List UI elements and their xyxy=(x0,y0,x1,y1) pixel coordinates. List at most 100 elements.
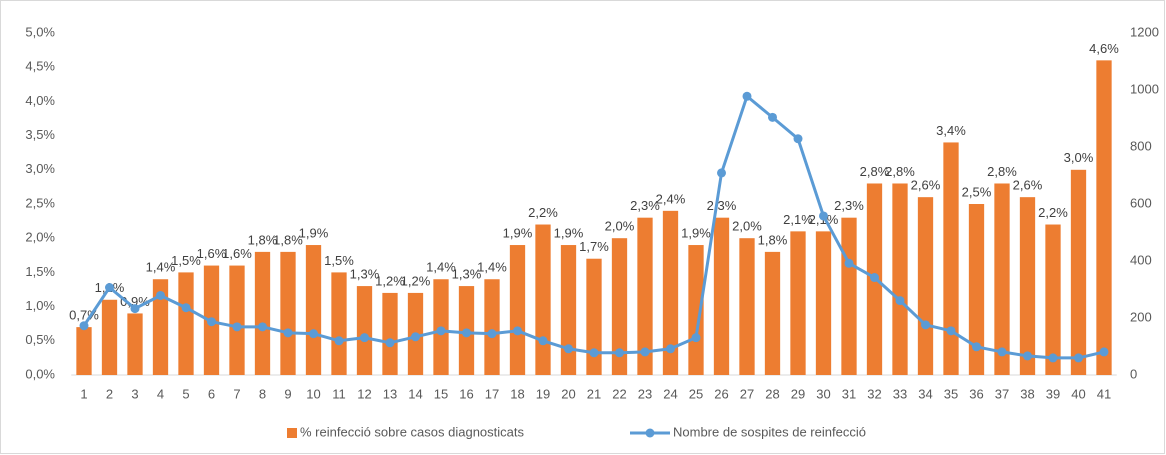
value-label: 2,1% xyxy=(783,212,813,227)
y2-tick-label: 0 xyxy=(1130,366,1137,381)
line-point xyxy=(615,348,624,358)
x-tick-label: 4 xyxy=(157,386,164,401)
value-label: 2,8% xyxy=(885,164,915,179)
x-tick-label: 16 xyxy=(459,386,473,401)
value-label: 2,6% xyxy=(911,178,941,193)
line-point xyxy=(232,322,242,332)
line-point xyxy=(130,304,140,314)
line-point xyxy=(462,328,471,338)
line-point xyxy=(334,336,344,346)
bar xyxy=(331,272,347,375)
x-tick-label: 37 xyxy=(995,386,1009,401)
bar xyxy=(764,251,781,375)
x-tick-label: 9 xyxy=(284,386,291,401)
line-point xyxy=(895,296,905,306)
x-tick-label: 28 xyxy=(765,386,779,401)
bar xyxy=(76,327,92,375)
y2-tick-label: 1200 xyxy=(1130,24,1159,39)
line-point xyxy=(640,347,650,357)
y-tick-label: 2,0% xyxy=(25,230,55,245)
line-point xyxy=(385,338,395,348)
x-tick-label: 3 xyxy=(131,386,138,401)
y-tick-label: 0,5% xyxy=(25,332,55,347)
x-tick-label: 23 xyxy=(638,386,652,401)
bar xyxy=(662,210,679,375)
bar xyxy=(178,272,194,375)
x-tick-label: 11 xyxy=(332,386,346,401)
value-label: 1,5% xyxy=(324,253,354,268)
y-tick-label: 3,5% xyxy=(25,127,55,142)
line-point xyxy=(1074,353,1083,363)
line-point xyxy=(79,321,89,331)
y-tick-label: 4,5% xyxy=(25,59,55,74)
y-tick-label: 2,5% xyxy=(25,195,55,210)
bar xyxy=(484,279,500,375)
value-label: 1,6% xyxy=(197,246,227,261)
line-point xyxy=(717,168,726,178)
line-point xyxy=(819,211,828,221)
line-point xyxy=(258,322,267,332)
value-label: 1,7% xyxy=(579,239,609,254)
value-label: 1,8% xyxy=(273,232,303,247)
bar xyxy=(917,197,934,375)
y2-tick-label: 400 xyxy=(1130,252,1152,267)
line-point xyxy=(870,273,879,283)
bar xyxy=(586,258,602,375)
line-point xyxy=(283,328,293,338)
legend-swatch xyxy=(645,428,655,438)
bar xyxy=(509,245,526,375)
line-point xyxy=(181,303,191,313)
y-tick-label: 5,0% xyxy=(25,24,55,39)
x-tick-label: 7 xyxy=(233,386,240,401)
value-label: 1,9% xyxy=(554,225,584,240)
value-label: 2,2% xyxy=(1038,205,1068,220)
bar xyxy=(535,224,551,375)
line-point xyxy=(1048,353,1058,363)
bar xyxy=(101,299,118,375)
bar xyxy=(943,142,959,375)
x-tick-label: 14 xyxy=(408,386,422,401)
bar xyxy=(713,217,730,375)
line-point xyxy=(360,333,369,343)
line-point xyxy=(768,112,777,122)
bar xyxy=(739,238,755,375)
bar xyxy=(1019,197,1036,375)
line-point xyxy=(487,329,497,339)
bar xyxy=(356,286,373,375)
value-label: 0,7% xyxy=(69,308,99,323)
bar xyxy=(994,183,1010,375)
bar xyxy=(1070,169,1087,375)
line-point xyxy=(946,326,956,336)
value-label: 2,6% xyxy=(1013,178,1043,193)
value-label: 2,4% xyxy=(656,191,686,206)
line-point xyxy=(564,344,573,354)
line-point xyxy=(1099,347,1109,357)
value-label: 2,5% xyxy=(962,184,992,199)
x-tick-label: 25 xyxy=(689,386,703,401)
x-tick-label: 18 xyxy=(510,386,524,401)
value-label: 1,4% xyxy=(146,260,176,275)
x-tick-label: 33 xyxy=(893,386,907,401)
line-point xyxy=(691,333,701,343)
value-label: 2,0% xyxy=(605,219,635,234)
x-tick-label: 29 xyxy=(791,386,805,401)
y-tick-label: 1,5% xyxy=(25,264,55,279)
line-point xyxy=(156,290,165,300)
value-label: 1,3% xyxy=(350,267,380,282)
x-tick-label: 34 xyxy=(918,386,932,401)
x-tick-label: 35 xyxy=(944,386,958,401)
bar xyxy=(968,204,985,375)
value-label: 1,9% xyxy=(299,225,329,240)
x-tick-label: 24 xyxy=(663,386,677,401)
y-tick-label: 3,0% xyxy=(25,161,55,176)
value-label: 1,2% xyxy=(375,273,405,288)
bar xyxy=(1096,60,1112,376)
line-point xyxy=(538,336,548,346)
value-label: 2,3% xyxy=(630,198,660,213)
bar xyxy=(127,313,143,375)
line-point xyxy=(513,326,522,336)
bar xyxy=(688,245,704,375)
line-point xyxy=(1023,351,1032,361)
bar xyxy=(280,251,296,375)
